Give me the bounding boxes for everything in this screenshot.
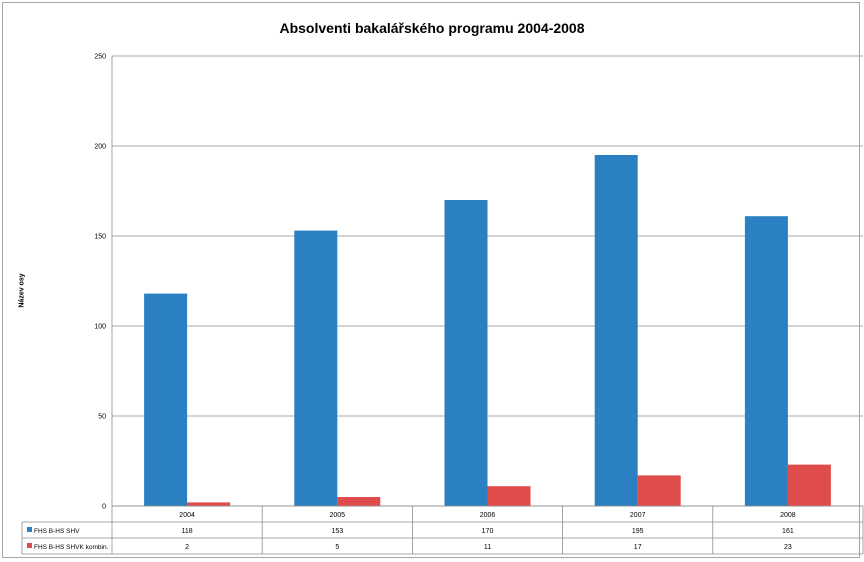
y-tick-label: 50 (98, 414, 106, 421)
bar (144, 293, 188, 506)
y-tick-label: 250 (94, 54, 106, 61)
x-tick-label: 2007 (630, 512, 646, 519)
bar (444, 200, 488, 506)
bar (744, 216, 788, 506)
y-tick-label: 0 (102, 504, 106, 511)
data-label: 153 (331, 528, 343, 535)
data-label: 161 (782, 528, 794, 535)
bar (337, 497, 381, 506)
bar (787, 464, 831, 506)
bar (594, 155, 638, 506)
y-tick-label: 200 (94, 144, 106, 151)
x-tick-label: 2006 (480, 512, 496, 519)
legend-label: FHS B-HS SHVK kombin. (34, 544, 109, 551)
data-label: 5 (335, 544, 339, 551)
bar (637, 475, 681, 506)
legend-key (27, 543, 32, 548)
x-tick-label: 2004 (179, 512, 195, 519)
bar (187, 502, 231, 506)
data-label: 195 (632, 528, 644, 535)
x-tick-label: 2005 (330, 512, 346, 519)
data-label: 2 (185, 544, 189, 551)
data-label: 17 (634, 544, 642, 551)
y-tick-label: 150 (94, 234, 106, 241)
x-tick-label: 2008 (780, 512, 796, 519)
data-label: 11 (484, 544, 491, 551)
data-label: 118 (182, 528, 193, 535)
data-label: 170 (482, 528, 494, 535)
bar (294, 230, 338, 506)
chart-title: Absolventi bakalářského programu 2004-20… (279, 20, 585, 36)
data-label: 23 (784, 544, 792, 551)
legend-key (27, 527, 32, 532)
legend-label: FHS B-HS SHV (34, 528, 80, 535)
y-tick-label: 100 (94, 324, 106, 331)
bar (487, 486, 531, 506)
